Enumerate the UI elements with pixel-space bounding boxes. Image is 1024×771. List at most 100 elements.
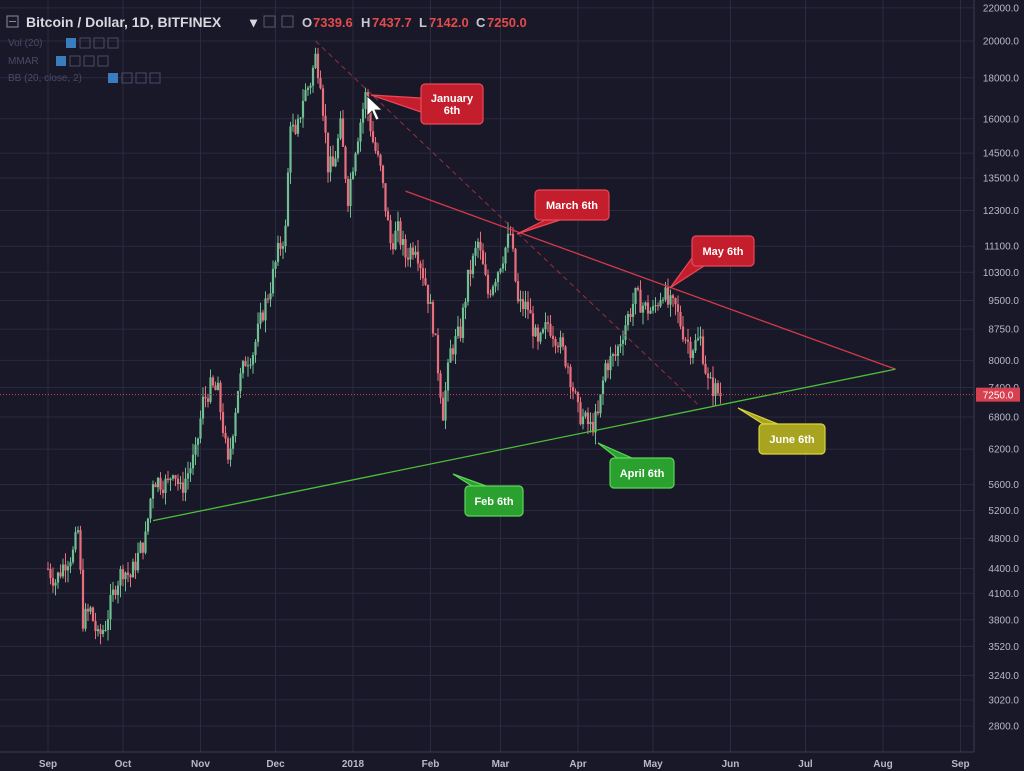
candle-body: [456, 326, 460, 337]
candle-body: [671, 295, 675, 299]
candle: [676, 295, 680, 324]
plus-icon[interactable]: [93, 37, 105, 49]
candle: [631, 292, 635, 326]
candle: [534, 324, 537, 337]
candle-body: [114, 589, 117, 595]
candle: [224, 425, 227, 444]
eye-icon[interactable]: [263, 15, 276, 28]
settings-icon[interactable]: [69, 55, 81, 67]
candle: [564, 345, 567, 369]
candle: [679, 305, 682, 330]
plus-icon[interactable]: [135, 72, 147, 84]
candle-body: [179, 482, 182, 485]
candle: [699, 326, 702, 346]
candle-body: [229, 448, 232, 460]
candle-body: [416, 251, 420, 264]
y-tick-label: 14500.0: [983, 149, 1020, 160]
collapse-icon[interactable]: [6, 15, 19, 28]
candle-body: [544, 322, 547, 330]
candle-body: [466, 269, 470, 302]
candle: [629, 308, 632, 322]
candle: [491, 284, 495, 297]
candle-body: [239, 373, 242, 392]
candle: [704, 355, 707, 375]
indicator-vol[interactable]: Vol (20): [8, 38, 42, 49]
candle-body: [259, 312, 262, 324]
candle: [191, 443, 195, 476]
candle: [316, 47, 320, 84]
candle-body: [651, 306, 655, 311]
settings-icon[interactable]: [79, 37, 91, 49]
candle: [524, 290, 527, 318]
eye-icon[interactable]: [66, 38, 76, 48]
candle-body: [654, 305, 657, 307]
candle: [569, 364, 572, 399]
candle: [436, 328, 440, 381]
candle: [331, 145, 335, 167]
candle-body: [609, 356, 612, 371]
callout-green: April 6th: [597, 442, 675, 489]
candle: [156, 476, 160, 493]
close-icon[interactable]: [149, 72, 161, 84]
indicator-bb[interactable]: BB (20, close, 2): [8, 73, 82, 84]
y-tick-label: 11100.0: [984, 242, 1019, 253]
candle-body: [496, 272, 500, 283]
candle: [521, 291, 525, 317]
candle: [254, 339, 257, 363]
candle: [329, 146, 332, 182]
candle-body: [621, 339, 625, 344]
candle-body: [519, 299, 522, 302]
candle-body: [56, 572, 60, 583]
symbol-title[interactable]: Bitcoin / Dollar, 1D, BITFINEX: [26, 14, 222, 30]
y-tick-label: 4100.0: [988, 589, 1019, 600]
time-axis[interactable]: [0, 752, 1024, 771]
price-axis[interactable]: [974, 0, 1024, 752]
candle-body: [71, 549, 75, 563]
candle: [66, 560, 70, 583]
candle-body: [396, 221, 400, 231]
eye-icon[interactable]: [56, 56, 66, 66]
candles: [46, 47, 722, 645]
candle-body: [566, 366, 570, 368]
candle: [71, 546, 75, 565]
candle: [46, 561, 50, 571]
candle: [389, 214, 392, 250]
candle: [526, 291, 530, 320]
candle: [399, 217, 402, 250]
candle: [441, 391, 445, 421]
close-icon[interactable]: [97, 55, 109, 67]
candle-body: [51, 578, 55, 586]
last-price: 7250.0: [0, 387, 1020, 402]
candle-body: [429, 302, 432, 304]
candle: [89, 605, 92, 615]
plus-icon[interactable]: [83, 55, 95, 67]
close-icon[interactable]: [107, 37, 119, 49]
candle: [499, 267, 502, 275]
candle: [586, 407, 590, 434]
candle-body: [481, 250, 485, 265]
settings-icon[interactable]: [281, 15, 294, 28]
candle-body: [231, 436, 235, 449]
x-tick-label: Sep: [951, 759, 969, 770]
candle: [496, 271, 500, 291]
candle: [91, 606, 95, 622]
candle: [456, 315, 460, 339]
candle-body: [104, 629, 107, 631]
candle: [511, 227, 515, 252]
settings-icon[interactable]: [121, 72, 133, 84]
candle: [386, 207, 390, 221]
candle-body: [629, 314, 632, 317]
eye-icon[interactable]: [108, 73, 118, 83]
indicator-mmar[interactable]: MMAR: [8, 56, 39, 67]
candle-body: [99, 629, 102, 634]
candle: [606, 359, 610, 379]
chevron-down-icon[interactable]: ▾: [249, 14, 258, 30]
candle-body: [579, 402, 582, 425]
candle-body: [686, 339, 690, 342]
candle-body: [421, 268, 425, 279]
candle-body: [271, 268, 275, 294]
candle: [219, 380, 222, 421]
